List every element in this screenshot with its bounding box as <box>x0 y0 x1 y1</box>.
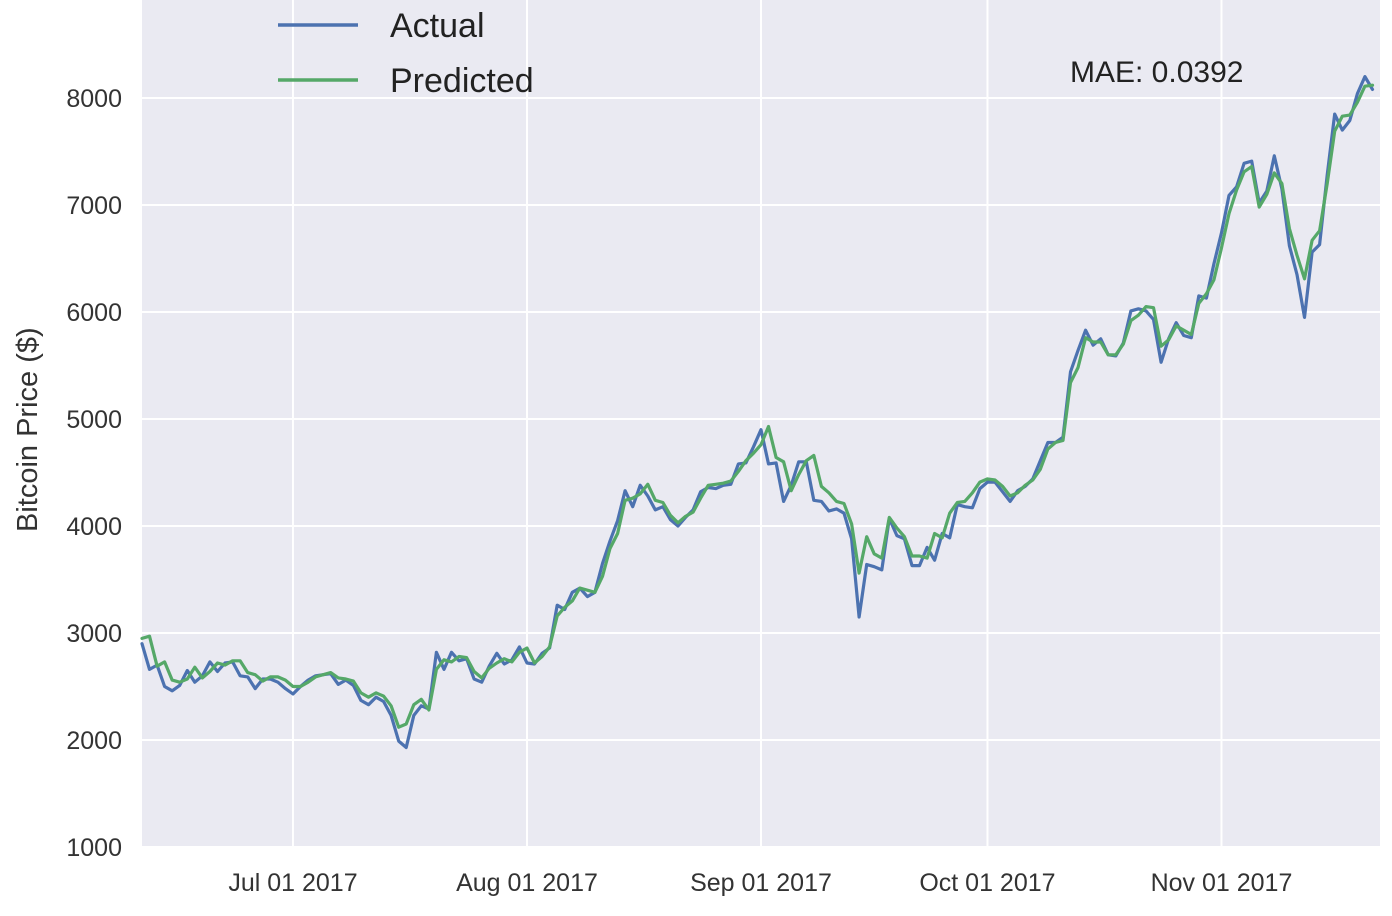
y-tick-label: 1000 <box>66 834 122 862</box>
x-tick-label: Oct 01 2017 <box>919 869 1055 897</box>
y-tick-label: 6000 <box>66 299 122 327</box>
x-tick-label: Jul 01 2017 <box>228 869 357 897</box>
series-lines <box>140 74 1375 750</box>
grid-lines <box>142 0 1380 848</box>
y-tick-label: 7000 <box>66 192 122 220</box>
legend: Actual Predicted <box>278 7 534 100</box>
y-tick-label: 8000 <box>66 85 122 113</box>
y-axis-ticks: 1000 2000 3000 4000 5000 6000 7000 8000 9000 <box>66 0 122 862</box>
y-tick-label: 4000 <box>66 513 122 541</box>
mae-annotation: MAE: 0.0392 <box>1070 56 1243 89</box>
legend-label-predicted: Predicted <box>390 62 534 100</box>
y-tick-label: 9000 <box>66 0 122 6</box>
legend-label-actual: Actual <box>390 7 485 45</box>
y-axis-label: Bitcoin Price ($) <box>12 327 44 532</box>
series-line-predicted <box>140 83 1375 729</box>
x-tick-label: Aug 01 2017 <box>456 869 598 897</box>
y-tick-label: 2000 <box>66 727 122 755</box>
x-tick-label: Sep 01 2017 <box>690 869 832 897</box>
y-tick-label: 3000 <box>66 620 122 648</box>
y-tick-label: 5000 <box>66 406 122 434</box>
x-tick-label: Nov 01 2017 <box>1151 869 1293 897</box>
x-axis-ticks: Jul 01 2017 Aug 01 2017 Sep 01 2017 Oct 01 … <box>228 869 1292 897</box>
